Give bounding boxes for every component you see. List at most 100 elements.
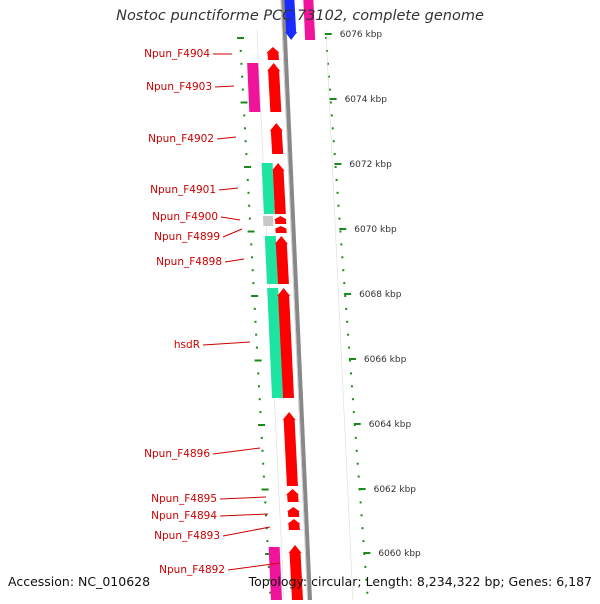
minor-tick-outer: [341, 256, 344, 259]
minor-tick-inner: [267, 565, 270, 568]
genome-title: Nostoc punctiforme PCC 73102, complete g…: [116, 8, 484, 24]
gene-label: Npun_F4903: [146, 81, 212, 93]
scale-label: 6070 kbp: [354, 225, 397, 235]
minor-tick-inner: [240, 101, 248, 104]
leader-line: [214, 85, 235, 88]
gene-label: Npun_F4894: [151, 510, 217, 522]
gene-label: Npun_F4904: [144, 48, 210, 60]
minor-tick-outer: [342, 269, 345, 272]
outer-track-line: [325, 29, 354, 604]
gene-label: hsdR: [174, 339, 200, 351]
leader-line: [227, 562, 281, 571]
minor-tick-inner: [264, 501, 267, 504]
leader-line: [224, 258, 245, 263]
gene-arrow: [286, 489, 300, 502]
minor-tick-inner: [261, 488, 269, 491]
gene-arrow: [303, 0, 316, 40]
minor-tick-inner: [244, 166, 252, 168]
major-tick: [353, 423, 361, 425]
leader-line: [220, 216, 241, 221]
gene-label: Npun_F4898: [156, 256, 222, 268]
gene-arrow: [274, 236, 289, 284]
minor-tick-inner: [250, 256, 253, 259]
minor-tick-inner: [253, 307, 256, 310]
minor-tick-outer: [346, 320, 349, 323]
genome-summary: Topology: circular; Length: 8,234,322 bp…: [248, 574, 592, 589]
minor-tick-inner: [260, 436, 263, 439]
minor-tick-outer: [347, 333, 350, 336]
minor-tick-inner: [237, 37, 245, 39]
minor-tick-outer: [351, 398, 354, 401]
minor-tick-outer: [332, 140, 335, 143]
minor-tick-inner: [240, 62, 243, 65]
minor-tick-inner: [266, 540, 269, 543]
minor-tick-inner: [245, 153, 248, 156]
minor-tick-inner: [262, 462, 265, 465]
backbone-line: [281, 0, 313, 604]
gene-label: Npun_F4895: [151, 493, 217, 505]
leader-line: [218, 187, 239, 191]
minor-tick-inner: [259, 411, 262, 414]
major-tick: [339, 228, 347, 230]
gene-arrow: [269, 123, 284, 154]
minor-tick-outer: [337, 204, 340, 207]
minor-tick-inner: [243, 114, 246, 117]
minor-tick-inner: [241, 88, 244, 91]
gene-arrow: [261, 163, 275, 214]
gene-label: Npun_F4899: [154, 231, 220, 243]
minor-tick-inner: [265, 527, 268, 530]
minor-tick-outer: [329, 101, 332, 104]
minor-tick-inner: [254, 320, 257, 323]
leader-line: [222, 228, 243, 238]
minor-tick-inner: [257, 385, 260, 388]
gene-arrow: [274, 226, 288, 233]
gene-arrow: [284, 0, 298, 40]
scale-label: 6062 kbp: [374, 485, 417, 495]
major-tick: [358, 488, 366, 490]
minor-tick-inner: [248, 204, 251, 207]
minor-tick-inner: [254, 359, 262, 362]
leader-line: [202, 341, 251, 346]
backbone-highlight: [280, 0, 309, 604]
gene-arrow: [247, 63, 261, 112]
minor-tick-inner: [262, 475, 265, 478]
minor-tick-outer: [357, 475, 360, 478]
minor-tick-inner: [247, 191, 250, 194]
minor-tick-inner: [268, 578, 271, 581]
minor-tick-inner: [265, 514, 268, 517]
gene-arrow: [266, 47, 280, 60]
minor-tick-outer: [330, 114, 333, 117]
gene-label: Npun_F4893: [154, 530, 220, 542]
minor-tick-outer: [352, 411, 355, 414]
minor-tick-inner: [261, 449, 264, 452]
minor-tick-inner: [243, 127, 246, 130]
leader-line: [219, 513, 269, 517]
minor-tick-inner: [255, 346, 258, 349]
scale-label: 6060 kbp: [378, 549, 421, 559]
minor-tick-inner: [252, 282, 255, 285]
accession-label: Accession: NC_010628: [8, 574, 151, 589]
gene-arrow: [271, 163, 286, 214]
minor-tick-inner: [247, 230, 255, 233]
minor-tick-outer: [349, 359, 352, 362]
minor-tick-outer: [362, 540, 365, 543]
gene-arrow: [268, 547, 282, 600]
minor-tick-inner: [265, 553, 273, 555]
minor-tick-outer: [334, 166, 337, 168]
scale-label: 6066 kbp: [364, 355, 407, 365]
gene-label: Npun_F4892: [159, 564, 225, 576]
minor-tick-outer: [356, 462, 359, 465]
minor-tick-inner: [251, 269, 254, 272]
minor-tick-outer: [349, 372, 352, 375]
minor-tick-outer: [366, 591, 369, 594]
minor-tick-outer: [364, 565, 367, 568]
minor-tick-inner: [269, 591, 272, 594]
minor-tick-outer: [345, 307, 348, 310]
minor-tick-outer: [326, 62, 329, 65]
gene-label: Npun_F4896: [144, 448, 210, 460]
gene-label: Npun_F4901: [150, 184, 216, 196]
minor-tick-inner: [246, 178, 249, 181]
minor-tick-inner: [239, 49, 242, 52]
